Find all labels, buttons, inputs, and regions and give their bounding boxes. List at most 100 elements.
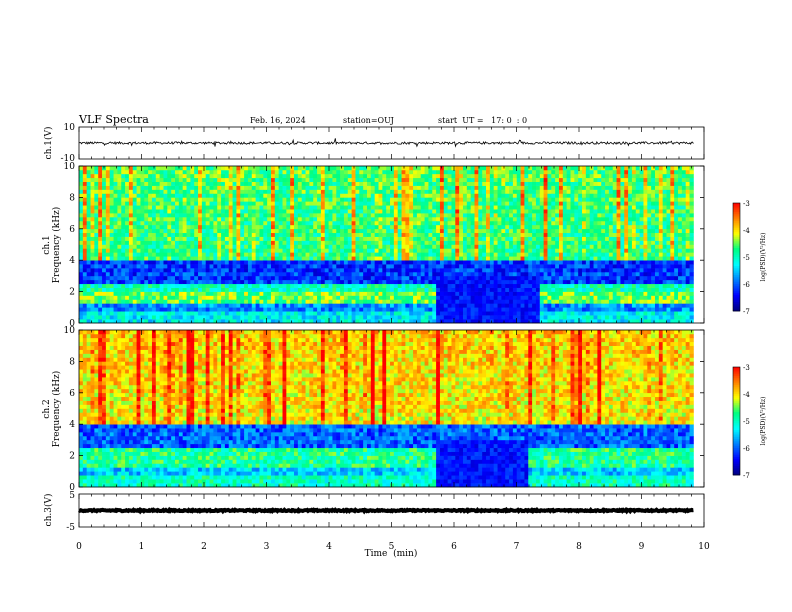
- spectrogram-cell: [94, 264, 99, 269]
- spectrogram-cell: [90, 232, 95, 237]
- spectrogram-cell: [439, 193, 445, 198]
- spectrogram-cell: [459, 275, 464, 281]
- spectrogram-cell: [317, 252, 322, 257]
- spectrogram-cell: [478, 213, 483, 218]
- spectrogram-cell: [236, 303, 241, 308]
- spectrogram-cell: [82, 252, 88, 257]
- station-label: station=OUJ: [343, 116, 394, 125]
- spectrogram-cell: [259, 232, 264, 237]
- spectrogram-cell: [117, 303, 122, 308]
- spectrogram-cell: [313, 287, 318, 292]
- spectrogram-cell: [221, 209, 226, 214]
- spectrogram-cell: [94, 228, 99, 234]
- spectrogram-cell: [497, 177, 502, 182]
- spectrogram-cell: [244, 279, 249, 285]
- spectrogram-cell: [386, 201, 391, 206]
- spectrogram-cell: [543, 181, 548, 186]
- spectrogram-cell: [228, 193, 233, 198]
- spectrogram-cell: [309, 205, 314, 210]
- spectrogram-cell: [109, 193, 114, 198]
- spectrogram-cell: [512, 299, 518, 304]
- spectrogram-cell: [274, 268, 280, 273]
- spectrogram-cell: [424, 232, 429, 237]
- spectrogram-cell: [175, 201, 180, 206]
- spectrogram-cell: [512, 240, 518, 245]
- spectrogram-cell: [155, 279, 161, 285]
- spectrogram-cell: [451, 295, 456, 300]
- spectrogram-cell: [82, 166, 88, 171]
- spectrogram-cell: [382, 264, 387, 269]
- spectrogram-cell: [159, 303, 164, 308]
- spectrogram-cell: [90, 299, 95, 304]
- spectrogram-cell: [102, 209, 107, 214]
- spectrogram-cell: [359, 311, 364, 316]
- spectrogram-cell: [413, 213, 418, 218]
- spectrogram-cell: [332, 213, 337, 218]
- spectrogram-cell: [186, 279, 191, 285]
- spectrogram-cell: [397, 307, 402, 312]
- spectrogram-cell: [182, 244, 187, 249]
- spectrogram-cell: [186, 244, 191, 249]
- spectrogram-cell: [509, 169, 514, 175]
- spectrogram-cell: [278, 295, 283, 300]
- spectrogram-cell: [109, 244, 114, 249]
- spectrogram-cell: [175, 303, 180, 308]
- spectrogram-cell: [409, 173, 414, 179]
- spectrogram-cell: [539, 315, 545, 320]
- spectrogram-cell: [370, 236, 376, 241]
- spectrogram-cell: [224, 169, 230, 175]
- spectrogram-cell: [301, 201, 306, 206]
- spectrogram-cell: [205, 275, 210, 281]
- spectrogram-cell: [512, 291, 518, 296]
- spectrogram-cell: [539, 213, 545, 218]
- spectrogram-cell: [451, 291, 456, 296]
- spectrogram-cell: [539, 173, 545, 179]
- spectrogram-cell: [98, 299, 103, 304]
- spectrogram-cell: [397, 166, 402, 171]
- spectrogram-cell: [382, 232, 387, 237]
- spectrogram-cell: [136, 299, 141, 304]
- spectrogram-cell: [263, 268, 268, 273]
- spectrogram-cell: [79, 291, 84, 296]
- spectrogram-cell: [128, 193, 134, 198]
- spectrogram-cell: [182, 213, 187, 218]
- spectrogram-cell: [290, 220, 295, 226]
- spectrogram-cell: [428, 260, 433, 265]
- spectrogram-cell: [447, 236, 452, 241]
- spectrogram-cell: [351, 271, 356, 277]
- spectrogram-cell: [274, 264, 280, 269]
- spectrogram-cell: [497, 213, 502, 218]
- spectrogram-cell: [520, 220, 525, 226]
- spectrogram-cell: [428, 166, 433, 171]
- spectrogram-cell: [347, 319, 353, 324]
- ch1-ylabel: ch.1(V): [43, 127, 54, 160]
- spectrogram-cell: [424, 295, 429, 300]
- spectrogram-cell: [509, 213, 514, 218]
- spectrogram-cell: [390, 244, 395, 249]
- spectrogram-cell: [355, 236, 360, 241]
- spectrogram-cell: [294, 197, 299, 202]
- spectrogram-cell: [128, 173, 134, 179]
- spectrogram-cell: [125, 193, 130, 198]
- spectrogram-cell: [332, 236, 337, 241]
- spectrogram-cell: [428, 189, 433, 194]
- spectrogram-cell: [351, 205, 356, 210]
- spectrogram-cell: [505, 173, 510, 179]
- spectrogram-cell: [267, 228, 272, 234]
- spectrogram-cell: [447, 228, 452, 234]
- spectrogram-cell: [320, 252, 326, 257]
- spectrogram-cell: [443, 275, 449, 281]
- spectrogram-cell: [493, 275, 498, 281]
- spectrogram-cell: [393, 271, 399, 277]
- spectrogram-cell: [332, 256, 337, 261]
- spectrogram-cell: [278, 311, 283, 316]
- spectrogram-cell: [305, 224, 310, 230]
- spectrogram-cell: [336, 268, 341, 273]
- spectrogram-cell: [121, 185, 126, 190]
- spectrogram-cell: [459, 169, 464, 175]
- spectrogram-cell: [343, 252, 349, 257]
- spectrogram-cell: [413, 260, 418, 265]
- spectrogram-cell: [190, 275, 195, 281]
- spectrogram-cell: [194, 299, 199, 304]
- spectrogram-cell: [290, 299, 295, 304]
